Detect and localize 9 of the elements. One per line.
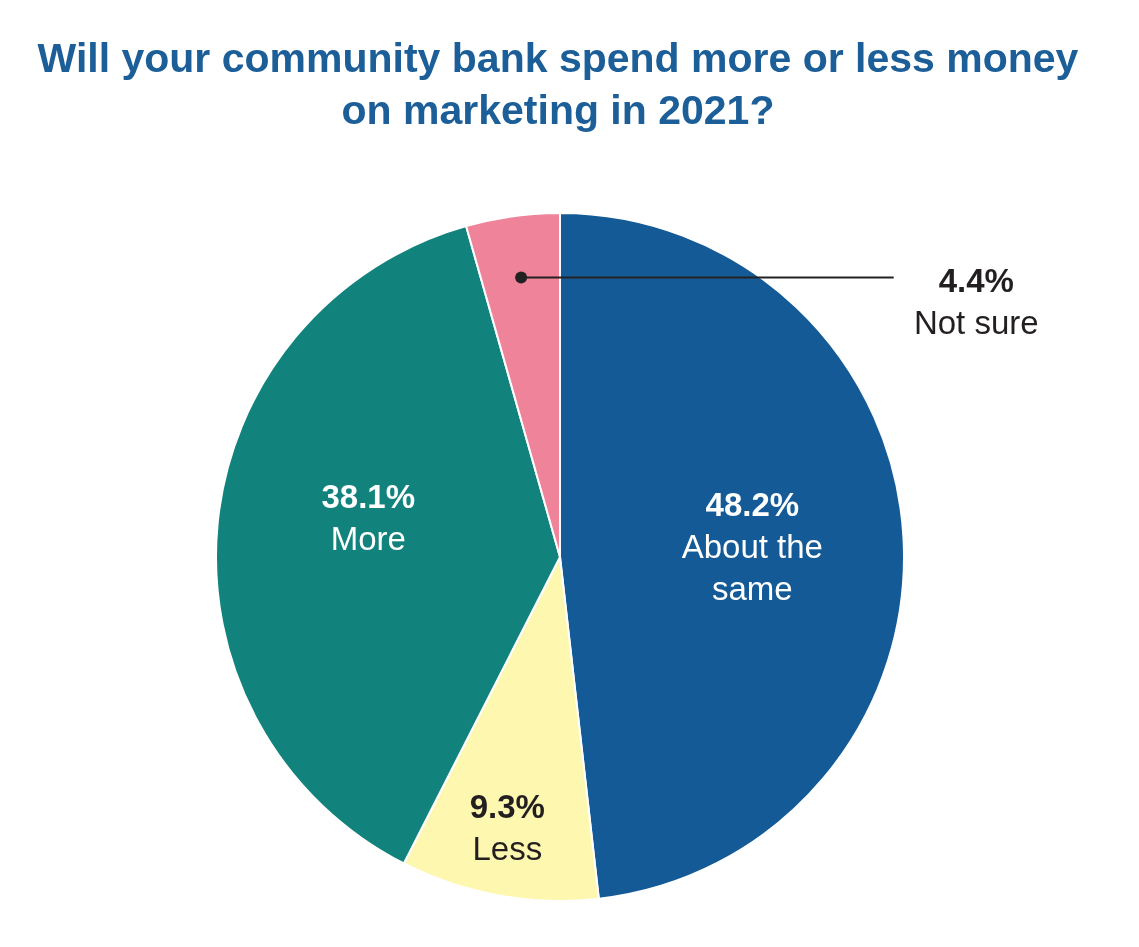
slice-label: About the same [681, 528, 823, 608]
data-label: 48.2% [705, 486, 800, 524]
slice-label: Less [472, 830, 543, 868]
data-label: 9.3% [469, 788, 545, 826]
data-label: 4.4% [938, 261, 1014, 299]
slice-label: Not sure [913, 303, 1039, 341]
data-label: 38.1% [321, 478, 416, 516]
chart-title: Will your community bank spend more or less money on marketing in 2021? [36, 34, 1080, 135]
slice-label: More [330, 520, 406, 558]
